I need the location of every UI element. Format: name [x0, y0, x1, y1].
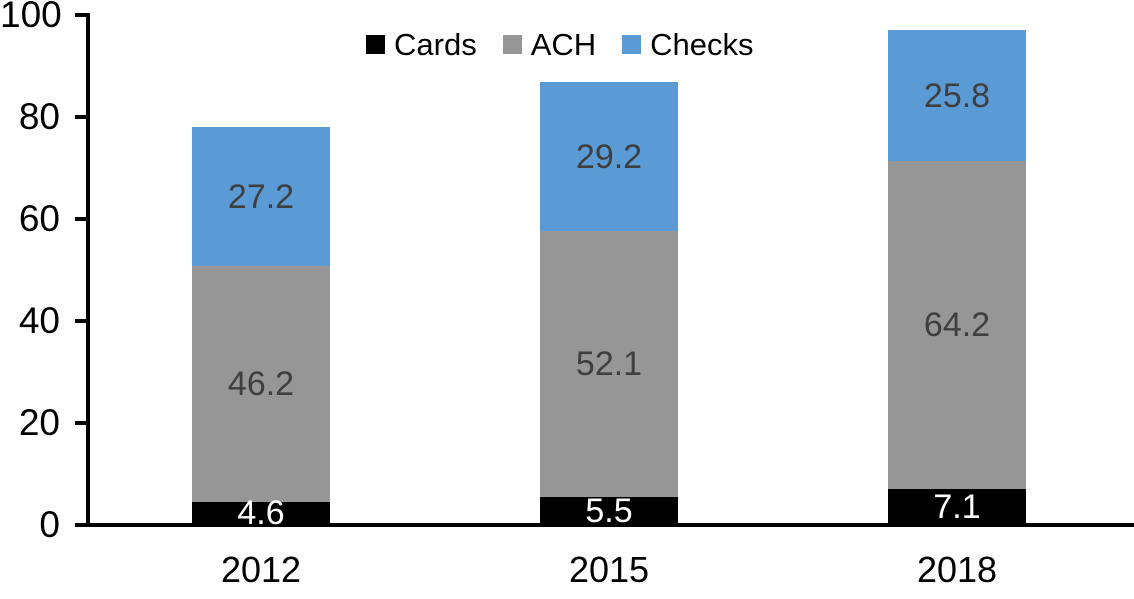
bar-segment-checks-2018: 25.8: [888, 29, 1026, 162]
bar-segment-cards-2018: 7.1: [888, 487, 1026, 526]
bar-segment-checks-2015: 29.2: [540, 82, 678, 232]
legend-swatch-ach: [502, 35, 522, 54]
value-label-ach-2018: 64.2: [923, 306, 991, 345]
legend-item-ach: ACH: [502, 27, 597, 62]
bar-2015: 5.5 52.1 29.2: [540, 82, 678, 530]
y-tick-label-80: 80: [18, 96, 60, 137]
value-label-cards-2018: 7.1: [933, 487, 981, 526]
value-label-ach-2012: 46.2: [227, 364, 295, 403]
x-axis-label-2015: 2015: [568, 549, 650, 590]
legend-item-checks: Checks: [622, 27, 754, 62]
legend-label-cards: Cards: [394, 27, 477, 62]
y-tick-mark-100: [75, 13, 87, 17]
y-tick-mark-20: [75, 421, 87, 425]
bar-segment-cards-2012: 4.6: [192, 496, 330, 530]
bar-segment-ach-2015: 52.1: [540, 231, 678, 497]
bar-segment-checks-2012: 27.2: [192, 127, 330, 266]
bar-segment-cards-2015: 5.5: [540, 491, 678, 530]
value-label-checks-2015: 29.2: [575, 137, 643, 176]
legend-item-cards: Cards: [366, 29, 477, 60]
x-axis-line: [86, 523, 1134, 527]
y-tick-label-40: 40: [18, 300, 60, 341]
legend-label-checks: Checks: [650, 27, 754, 62]
y-tick-mark-40: [75, 319, 87, 323]
y-tick-mark-60: [75, 217, 87, 221]
value-label-checks-2012: 27.2: [227, 177, 295, 216]
legend-swatch-cards: [366, 35, 385, 54]
y-tick-label-100: 100: [0, 0, 62, 35]
bar-segment-ach-2012: 46.2: [192, 265, 330, 502]
value-label-cards-2015: 5.5: [585, 491, 633, 530]
bar-2018: 7.1 64.2 25.8: [888, 29, 1026, 526]
bar-2012: 4.6 46.2 27.2: [192, 127, 330, 530]
y-tick-label-60: 60: [18, 198, 60, 239]
value-label-checks-2018: 25.8: [923, 76, 991, 115]
bar-segment-ach-2018: 64.2: [888, 161, 1026, 489]
y-tick-mark-0: [75, 523, 87, 527]
y-tick-label-0: 0: [39, 504, 60, 545]
y-axis-line: [86, 13, 90, 527]
legend-label-ach: ACH: [530, 27, 597, 62]
x-axis-label-2012: 2012: [220, 549, 302, 590]
legend-swatch-checks: [622, 35, 642, 54]
value-label-ach-2015: 52.1: [575, 345, 643, 384]
x-axis-label-2018: 2018: [916, 549, 998, 590]
value-label-cards-2012: 4.6: [237, 494, 285, 533]
legend: Cards ACH Checks: [366, 29, 754, 60]
y-tick-label-20: 20: [18, 402, 60, 443]
y-tick-mark-80: [75, 115, 87, 119]
